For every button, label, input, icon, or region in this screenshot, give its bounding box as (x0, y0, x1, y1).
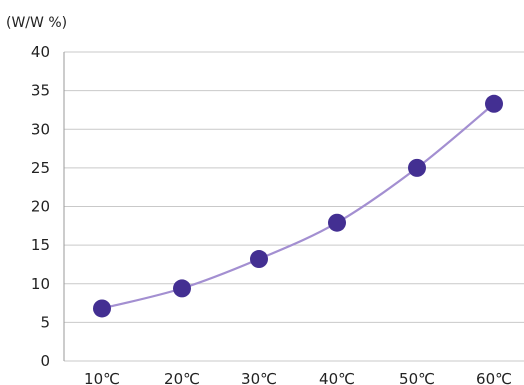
x-axis-ticks: 10℃ 20℃ 30℃ 40℃ 50℃ 60℃ (84, 370, 512, 385)
x-tick-label: 20℃ (164, 370, 200, 385)
x-tick-label: 60℃ (476, 370, 512, 385)
data-point (328, 213, 346, 232)
x-tick-label: 50℃ (399, 370, 435, 385)
y-tick-label: 30 (31, 120, 50, 138)
y-tick-label: 5 (40, 313, 50, 331)
y-tick-label: 15 (31, 236, 50, 254)
x-tick-label: 40℃ (319, 370, 355, 385)
data-point (408, 158, 426, 177)
x-tick-label: 10℃ (84, 370, 120, 385)
y-axis-ticks: 0 5 10 15 20 25 30 35 40 (31, 43, 50, 370)
y-tick-label: 40 (31, 43, 50, 61)
x-tick-label: 30℃ (241, 370, 277, 385)
y-tick-label: 35 (31, 82, 50, 100)
data-point (485, 94, 503, 113)
data-points (93, 94, 503, 318)
y-axis-unit-label: (W/W %) (6, 15, 67, 31)
grid-lines (64, 51, 524, 362)
y-tick-label: 20 (31, 198, 50, 216)
y-tick-label: 25 (31, 159, 50, 177)
y-tick-label: 10 (31, 275, 50, 293)
data-point (93, 299, 111, 318)
data-point (250, 250, 268, 269)
data-point (173, 279, 191, 298)
y-tick-label: 0 (40, 352, 50, 370)
